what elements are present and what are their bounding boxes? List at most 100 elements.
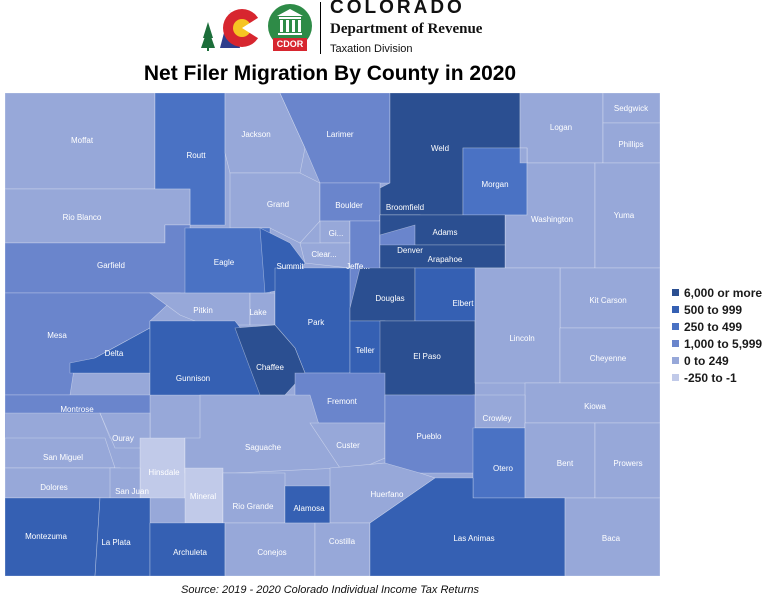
label-jefferson: Jeffe... (346, 262, 370, 271)
label-teller: Teller (355, 346, 374, 355)
county-prowers (594, 422, 660, 499)
county-baca (564, 497, 660, 576)
legend-item: 0 to 249 (672, 352, 762, 369)
department-name: Department of Revenue (330, 21, 483, 37)
source-note: Source: 2019 - 2020 Colorado Individual … (181, 584, 479, 596)
label-park: Park (308, 318, 325, 327)
label-pitkin: Pitkin (193, 306, 213, 315)
county-otero (472, 427, 526, 499)
legend-label: 250 to 499 (684, 319, 743, 334)
legend-item: -250 to -1 (672, 369, 762, 386)
label-phillips: Phillips (618, 140, 643, 149)
label-douglas: Douglas (375, 294, 404, 303)
label-san-miguel: San Miguel (43, 453, 83, 462)
label-jackson: Jackson (241, 130, 270, 139)
legend-swatch (672, 340, 679, 347)
label-prowers: Prowers (613, 459, 642, 468)
label-routt: Routt (186, 151, 206, 160)
legend-item: 500 to 999 (672, 301, 762, 318)
county-lincoln (474, 267, 561, 384)
legend-label: 6,000 or more (684, 285, 763, 300)
label-crowley: Crowley (483, 414, 512, 423)
label-huerfano: Huerfano (371, 490, 404, 499)
label-gilpin: Gi... (329, 229, 344, 238)
label-gunnison: Gunnison (176, 374, 210, 383)
label-logan: Logan (550, 123, 572, 132)
label-alamosa: Alamosa (293, 504, 325, 513)
label-delta: Delta (105, 349, 124, 358)
label-conejos: Conejos (257, 548, 286, 557)
legend-swatch (672, 357, 679, 364)
label-sedgwick: Sedgwick (614, 104, 649, 113)
county-sedgwick (602, 93, 660, 124)
label-lake: Lake (249, 308, 267, 317)
legend: 6,000 or more 500 to 999 250 to 499 1,00… (672, 284, 762, 386)
county-yuma (594, 162, 660, 269)
division-name: Taxation Division (330, 43, 413, 55)
label-boulder: Boulder (335, 201, 363, 210)
label-la-plata: La Plata (101, 538, 131, 547)
county-crowley (472, 394, 526, 429)
label-weld: Weld (431, 144, 449, 153)
label-kit-carson: Kit Carson (589, 296, 626, 305)
county-garfield (5, 224, 191, 294)
label-dolores: Dolores (40, 483, 68, 492)
county-conejos (224, 522, 316, 576)
label-moffat: Moffat (71, 136, 94, 145)
legend-item: 1,000 to 5,999 (672, 335, 762, 352)
label-custer: Custer (336, 441, 360, 450)
legend-swatch (672, 289, 679, 296)
header-divider (320, 2, 321, 54)
label-rio-blanco: Rio Blanco (63, 213, 102, 222)
cdor-logo (268, 4, 312, 51)
legend-label: -250 to -1 (684, 370, 737, 385)
label-baca: Baca (602, 534, 621, 543)
county-costilla (314, 522, 371, 576)
label-morgan: Morgan (481, 180, 508, 189)
agency-name: COLORADO (330, 0, 465, 18)
label-montezuma: Montezuma (25, 532, 67, 541)
label-washington: Washington (531, 215, 573, 224)
label-rio-grande: Rio Grande (233, 502, 274, 511)
label-adams: Adams (433, 228, 458, 237)
label-hinsdale: Hinsdale (148, 468, 180, 477)
legend-label: 0 to 249 (684, 353, 729, 368)
label-elbert: Elbert (453, 299, 475, 308)
legend-label: 1,000 to 5,999 (684, 336, 763, 351)
label-bent: Bent (557, 459, 574, 468)
label-mineral: Mineral (190, 492, 216, 501)
label-archuleta: Archuleta (173, 548, 207, 557)
label-ouray: Ouray (112, 434, 134, 443)
label-clear-creek: Clear... (311, 250, 336, 259)
label-arapahoe: Arapahoe (428, 255, 463, 264)
county-phillips (602, 122, 660, 164)
legend-item: 250 to 499 (672, 318, 762, 335)
label-broomfield: Broomfield (386, 203, 424, 212)
label-saguache: Saguache (245, 443, 282, 452)
county-archuleta (149, 522, 226, 576)
map-title: Net Filer Migration By County in 2020 (143, 62, 517, 85)
label-lincoln: Lincoln (509, 334, 534, 343)
county-la-plata (94, 497, 151, 576)
legend-swatch (672, 323, 679, 330)
label-fremont: Fremont (327, 397, 358, 406)
label-eagle: Eagle (214, 258, 235, 267)
legend-swatch (672, 374, 679, 381)
label-denver: Denver (397, 246, 423, 255)
label-el-paso: El Paso (413, 352, 441, 361)
label-summit: Summit (276, 262, 304, 271)
header: CDOR COLORADO Department of Revenue Taxa… (0, 0, 767, 60)
cdor-badge-text: CDOR (276, 39, 304, 49)
legend-swatch (672, 306, 679, 313)
colorado-state-logo (201, 9, 261, 51)
county-montezuma (5, 497, 101, 576)
label-san-juan: San Juan (115, 487, 149, 496)
label-mesa: Mesa (47, 331, 67, 340)
label-larimer: Larimer (326, 130, 353, 139)
county-rio-grande (222, 472, 286, 524)
label-grand: Grand (267, 200, 289, 209)
label-chaffee: Chaffee (256, 363, 284, 372)
legend-item: 6,000 or more (672, 284, 762, 301)
colorado-county-map: Moffat Routt Jackson Larimer Weld Logan … (5, 93, 660, 576)
label-costilla: Costilla (329, 537, 356, 546)
